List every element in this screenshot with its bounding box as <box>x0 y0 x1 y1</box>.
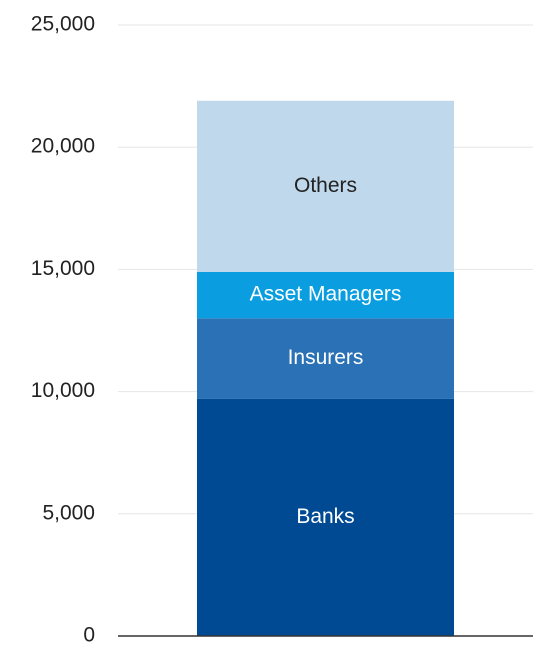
bar-segment <box>197 271 454 319</box>
y-tick-label: 25,000 <box>31 13 95 36</box>
bar-segment <box>197 100 454 272</box>
y-tick-label: 0 <box>83 624 95 645</box>
segment-label: Others <box>294 174 357 197</box>
bar-segment <box>197 398 454 636</box>
y-tick-label: 15,000 <box>31 257 95 280</box>
segment-label: Asset Managers <box>250 283 402 306</box>
y-tick-label: 20,000 <box>31 135 95 158</box>
bar-segment <box>197 318 454 399</box>
segment-label: Insurers <box>288 346 364 369</box>
segment-label: Banks <box>296 505 354 528</box>
y-tick-label: 10,000 <box>31 379 95 402</box>
y-tick-label: 5,000 <box>42 501 95 524</box>
